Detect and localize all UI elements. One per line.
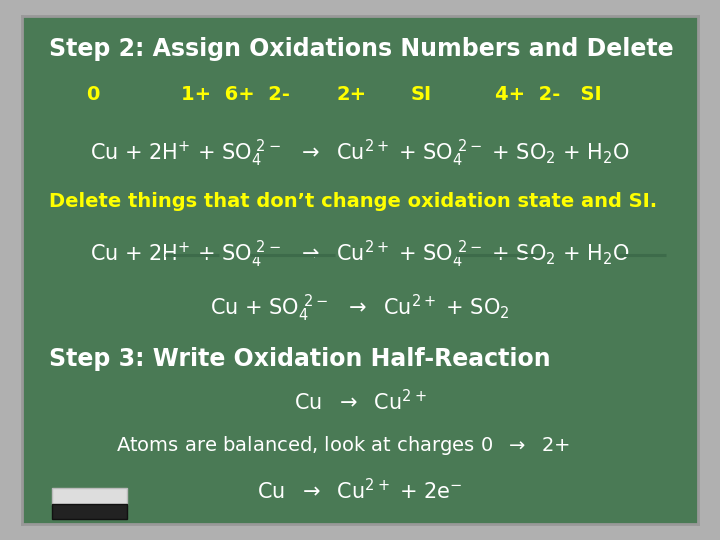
Text: Cu + 2H$^{+}$ + SO$_4^{\ 2-}$  $\rightarrow$  Cu$^{2+}$ + SO$_4^{\ 2-}$ + SO$_2$: Cu + 2H$^{+}$ + SO$_4^{\ 2-}$ $\rightarr… [90,138,630,169]
Bar [52,504,127,519]
Text: SI: SI [410,85,432,104]
Text: Cu  $\rightarrow$  Cu$^{2+}$: Cu $\rightarrow$ Cu$^{2+}$ [294,389,426,415]
Text: Delete things that don’t change oxidation state and SI.: Delete things that don’t change oxidatio… [49,192,657,211]
Text: 0: 0 [86,85,99,104]
Text: Step 3: Write Oxidation Half-Reaction: Step 3: Write Oxidation Half-Reaction [49,347,550,371]
Bar [52,488,127,505]
Text: Step 2: Assign Oxidations Numbers and Delete: Step 2: Assign Oxidations Numbers and De… [49,37,673,61]
Text: Atoms are balanced, look at charges 0  $\rightarrow$  2+: Atoms are balanced, look at charges 0 $\… [117,434,570,457]
Text: Cu + SO$_4^{\ 2-}$  $\rightarrow$  Cu$^{2+}$ + SO$_2$: Cu + SO$_4^{\ 2-}$ $\rightarrow$ Cu$^{2+… [210,293,510,323]
Text: 2+: 2+ [336,85,366,104]
Text: 4+  2-   SI: 4+ 2- SI [495,85,602,104]
Text: 1+  6+  2-: 1+ 6+ 2- [181,85,289,104]
Text: Cu + 2H$^{+}$ + SO$_4^{\ 2-}$  $\rightarrow$  Cu$^{2+}$ + SO$_4^{\ 2-}$ + SO$_2$: Cu + 2H$^{+}$ + SO$_4^{\ 2-}$ $\rightarr… [90,239,630,271]
Text: Cu  $\rightarrow$  Cu$^{2+}$ + 2e$^{-}$: Cu $\rightarrow$ Cu$^{2+}$ + 2e$^{-}$ [257,478,463,503]
